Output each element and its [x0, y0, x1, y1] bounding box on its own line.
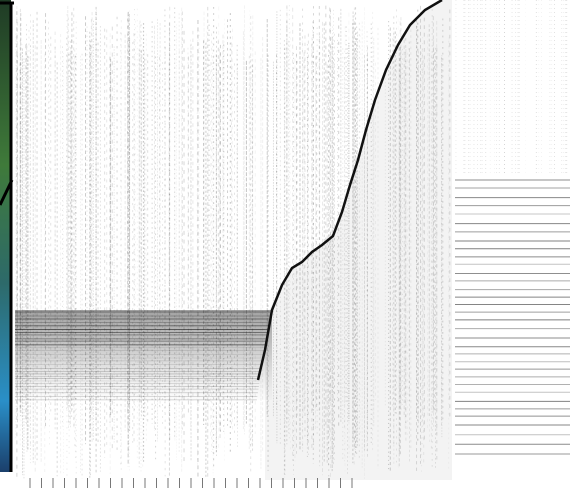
page: (() => { const data = JSON.parse(documen… [0, 0, 577, 490]
side-panel [452, 175, 570, 457]
photo-strip [0, 0, 11, 472]
seismic-image [0, 0, 577, 490]
